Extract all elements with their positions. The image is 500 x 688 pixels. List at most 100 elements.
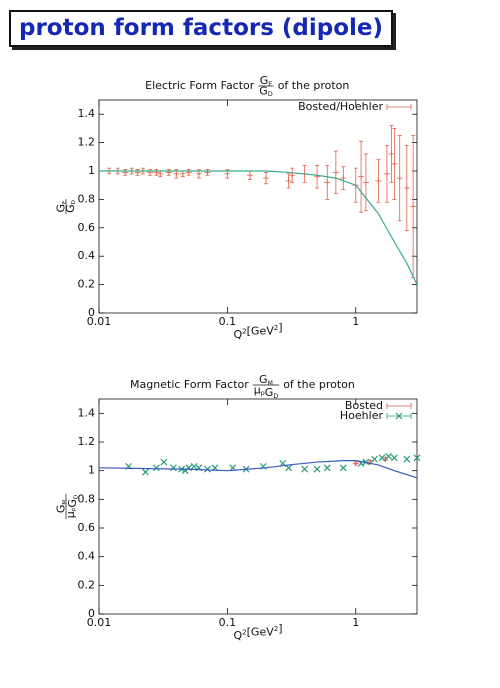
text-part: G xyxy=(64,204,77,213)
subscript: D xyxy=(73,495,79,499)
y-tick-label: 1.2 xyxy=(78,136,96,149)
x-tick-label: 0.01 xyxy=(87,315,112,328)
marker-part xyxy=(204,465,211,473)
text-part: [GeV xyxy=(247,626,275,639)
legend-label: Bosted/Hoehler xyxy=(298,100,383,113)
marker-part xyxy=(339,464,347,472)
text-part: μ xyxy=(64,511,77,518)
marker-part xyxy=(285,464,293,472)
x-tick-label: 1 xyxy=(352,616,359,629)
subscript: E xyxy=(62,200,68,204)
y-tick-label: 1.4 xyxy=(78,107,96,120)
subscript: E xyxy=(268,81,272,88)
subscript: D xyxy=(71,200,77,204)
subscript: M xyxy=(62,500,68,505)
y-tick-label: 0.6 xyxy=(78,221,96,234)
y-tick-label: 0.4 xyxy=(78,550,96,563)
rich-text: GE xyxy=(55,200,68,213)
y-tick-label: 1 xyxy=(88,164,95,177)
y-tick-label: 1 xyxy=(88,464,95,477)
marker-part xyxy=(390,454,398,462)
marker-part xyxy=(371,455,378,463)
legend-label: Hoehler xyxy=(340,409,384,422)
text-part: G xyxy=(265,386,274,399)
x-tick-label: 0.1 xyxy=(219,616,237,629)
y-tick-label: 0.4 xyxy=(78,249,96,262)
subscript: M xyxy=(268,380,273,387)
y-tick-label: 0.2 xyxy=(78,278,96,291)
text-part: G xyxy=(55,204,68,213)
text-part: [GeV xyxy=(247,325,275,338)
marker-part xyxy=(378,454,386,462)
marker-part xyxy=(413,454,421,462)
marker-part xyxy=(142,468,149,476)
marker-part xyxy=(385,452,392,460)
superscript: 2 xyxy=(274,324,278,332)
subscript: p xyxy=(71,507,77,511)
text-part: G xyxy=(260,74,269,87)
y-tick-label: 0.2 xyxy=(78,578,96,591)
chart-title: of the proton xyxy=(278,79,350,92)
subscript: p xyxy=(261,390,265,397)
marker-part xyxy=(323,464,331,472)
y-tick-label: 0 xyxy=(88,306,95,319)
y-tick-label: 0.6 xyxy=(78,521,96,534)
rich-text: Q2[GeV2] xyxy=(233,622,282,642)
chart-title: Magnetic Form Factor xyxy=(130,378,249,391)
rich-text: GD xyxy=(259,84,273,98)
rich-text: μpGD xyxy=(64,495,79,518)
legend-swatch xyxy=(395,412,403,420)
marker-part xyxy=(403,455,411,463)
marker-part xyxy=(190,462,198,470)
superscript: 2 xyxy=(242,629,246,637)
legend-label: Bosted xyxy=(345,399,383,412)
rich-text: μpGD xyxy=(254,383,279,399)
plot-frame xyxy=(98,398,418,615)
x-tick-label: 0.1 xyxy=(219,315,237,328)
page-title: proton form factors (dipole) xyxy=(9,10,394,47)
marker-part xyxy=(301,465,309,473)
text-part: G xyxy=(259,373,268,386)
marker-part xyxy=(229,464,237,472)
x-tick-label: 0.01 xyxy=(87,616,112,629)
rich-text: GE xyxy=(260,74,273,88)
marker-part xyxy=(160,458,168,466)
y-tick-label: 0.8 xyxy=(78,192,96,205)
text-part: ] xyxy=(278,622,282,635)
text-part: G xyxy=(55,505,68,514)
superscript: 2 xyxy=(274,625,278,633)
subscript: D xyxy=(273,393,278,400)
plot-frame xyxy=(98,99,418,314)
subscript: D xyxy=(268,91,273,98)
superscript: 2 xyxy=(242,328,246,336)
marker-part xyxy=(313,465,321,473)
text-part: Q xyxy=(233,328,242,341)
y-tick-label: 1.2 xyxy=(78,435,96,448)
text-part: G xyxy=(259,84,268,97)
marker-part xyxy=(152,464,160,472)
y-tick-label: 0 xyxy=(88,607,95,620)
text-part: Q xyxy=(233,629,242,642)
fit-line xyxy=(99,170,418,285)
fit-line xyxy=(98,460,418,479)
rich-text: GD xyxy=(64,200,77,213)
text-part: ] xyxy=(278,321,282,334)
rich-text: Q2[GeV2] xyxy=(233,321,282,341)
text-part: μ xyxy=(254,383,261,396)
marker-part xyxy=(170,464,177,472)
rich-text: GM xyxy=(259,373,273,387)
chart-title: of the proton xyxy=(283,378,355,391)
text-part: G xyxy=(66,499,79,508)
chart-title: Electric Form Factor xyxy=(145,79,255,92)
x-tick-label: 1 xyxy=(352,315,359,328)
rich-text: GM xyxy=(55,500,68,514)
y-tick-label: 1.4 xyxy=(78,406,96,419)
